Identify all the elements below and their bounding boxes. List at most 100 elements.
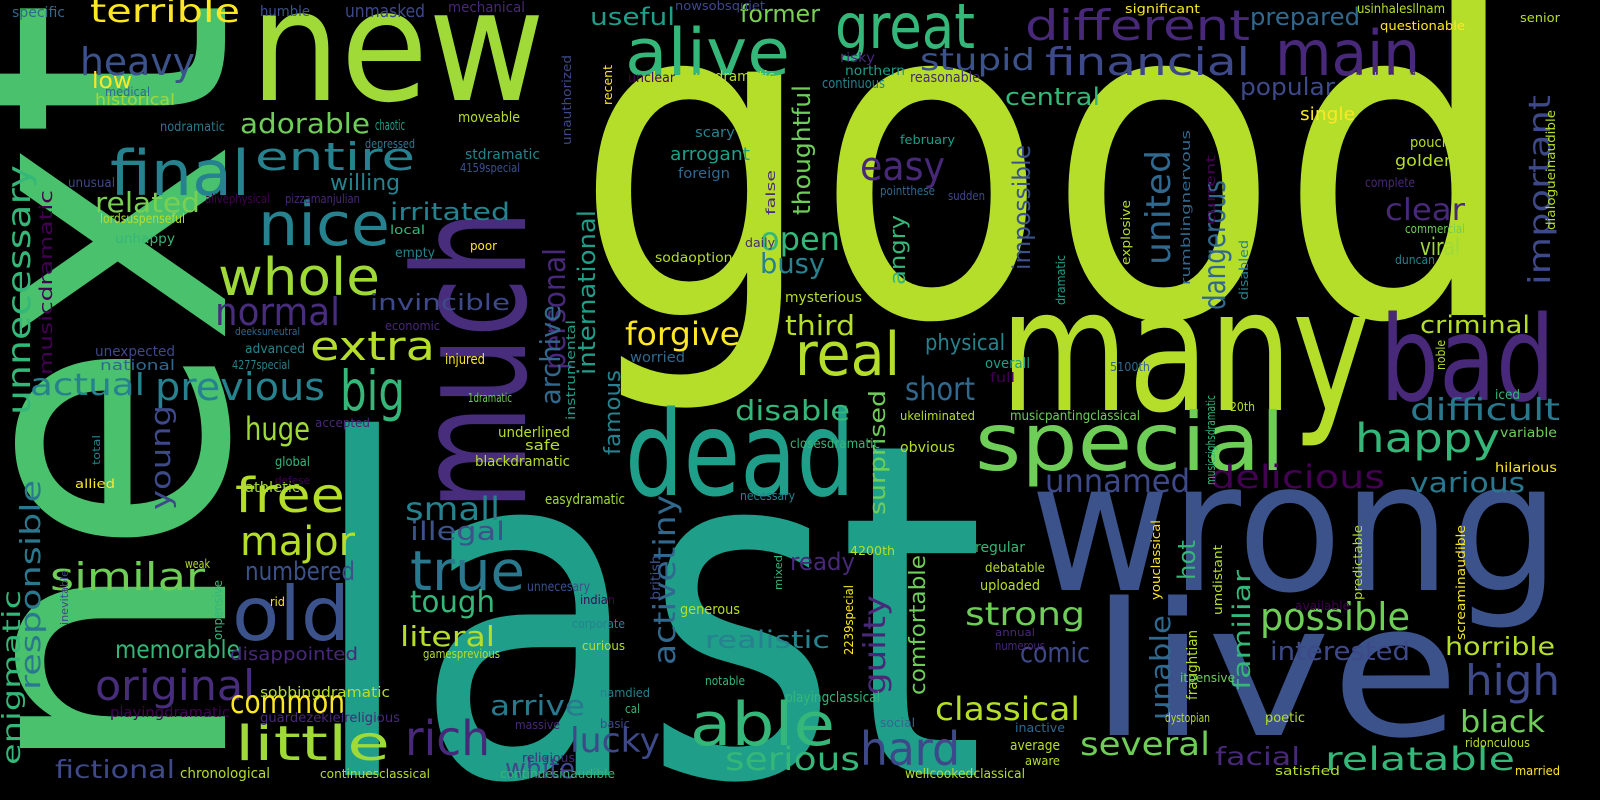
word: global [275, 455, 310, 470]
word: daily [745, 236, 775, 250]
word: 4159special [460, 161, 520, 175]
word: average [1010, 738, 1060, 754]
word: next [0, 0, 314, 780]
word: reasonable [910, 70, 980, 86]
word: comic [1020, 636, 1090, 669]
word: nowsobsquiet [675, 0, 765, 13]
word: golden [1395, 151, 1455, 170]
word: stupid [920, 43, 1035, 78]
word: interested [1270, 637, 1410, 667]
word: big [340, 359, 405, 423]
word: arrogant [670, 144, 750, 165]
word: surprised [866, 390, 891, 515]
word: unauthorized [560, 55, 574, 145]
word: unnecesary [527, 580, 590, 595]
word: specific [12, 5, 65, 21]
word: literal [400, 620, 495, 653]
word: ukeliminated [900, 409, 975, 423]
word: united [1139, 150, 1179, 265]
word: free [235, 468, 345, 524]
word: criminal [1420, 311, 1530, 339]
word: adorable [240, 107, 370, 140]
word: necessary [740, 489, 795, 503]
word: ready [790, 548, 855, 576]
word: familiar [1228, 570, 1256, 690]
word: guardezekielreligious [260, 711, 400, 726]
word: strong [965, 595, 1085, 633]
word: closesdramatic [790, 437, 880, 452]
word: little [235, 716, 390, 772]
word: injured [445, 352, 485, 368]
word: hilarious [1495, 461, 1557, 476]
word: able [690, 690, 835, 760]
word: noble [1434, 340, 1448, 370]
word: important [1523, 95, 1558, 285]
word: 4200th [850, 544, 895, 558]
word: new [250, 0, 545, 137]
word: prepared [1250, 3, 1360, 31]
word: mixed [772, 555, 785, 590]
word: youdramatic [690, 69, 775, 85]
word: 2239special [842, 585, 856, 655]
word: basic [600, 717, 630, 731]
word: risky [840, 51, 875, 66]
word: much [381, 210, 562, 510]
word: political [1234, 165, 1248, 225]
word: entire [255, 135, 415, 179]
word: rich [405, 711, 490, 767]
word: classical [935, 690, 1080, 728]
word: musicpantingclassical [1010, 409, 1140, 424]
word: musicdramatic [36, 190, 57, 375]
word: continuous [822, 76, 885, 92]
word: physical [925, 331, 1005, 356]
word: various [1410, 466, 1525, 499]
word: unusual [68, 176, 115, 191]
word: namdied [600, 686, 650, 700]
word: comfortable [906, 555, 931, 695]
word: blackdramatic [475, 454, 570, 470]
word: explosive [1119, 200, 1133, 265]
word: viral [1420, 233, 1460, 261]
word: northern [845, 64, 905, 79]
word: illegal [410, 517, 505, 547]
word: common [230, 683, 345, 721]
word: chaotic [375, 118, 405, 134]
word: athletic [245, 480, 300, 496]
word: sobbingdramatic [260, 685, 390, 701]
word: variable [1500, 426, 1557, 441]
word: historical [95, 90, 175, 109]
word: 20th [1230, 400, 1255, 414]
word: busy [760, 247, 825, 280]
word: small [405, 490, 500, 528]
word: nice [258, 190, 390, 260]
word: tough [410, 585, 495, 620]
word: third [785, 309, 855, 342]
word: regular [975, 540, 1025, 556]
word: worried [630, 350, 685, 366]
word: allied [75, 477, 115, 491]
word: significant [1125, 2, 1200, 16]
word: married [1515, 764, 1560, 778]
word: numbered [245, 557, 355, 587]
word: british [649, 555, 664, 600]
word: fraughtian [1185, 630, 1201, 700]
word: possible [1260, 595, 1410, 639]
word: iced [1495, 388, 1520, 403]
word: weak [185, 557, 210, 571]
word: alivephysical [205, 192, 270, 206]
word: wrong [1030, 424, 1560, 633]
word: empty [395, 246, 435, 261]
word: defese [275, 474, 310, 487]
word: obvious [900, 440, 955, 456]
word: angry [886, 215, 911, 285]
word: several [1080, 725, 1210, 763]
word: annual [995, 626, 1035, 639]
word: playingclassical [785, 690, 880, 706]
word: medical [105, 85, 150, 99]
word: indian [580, 593, 615, 607]
word: popular [1240, 73, 1335, 101]
word: responsible [14, 480, 47, 690]
word: predictable [1351, 525, 1365, 600]
